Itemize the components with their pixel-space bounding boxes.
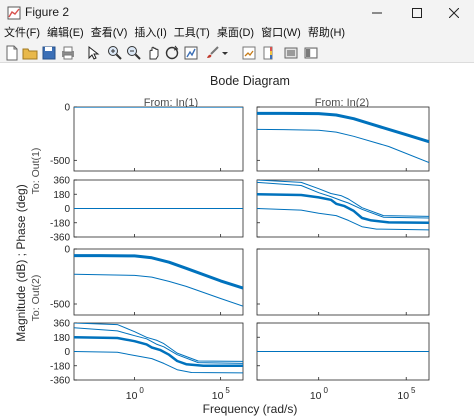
window-title: Figure 2 — [25, 5, 70, 19]
panel-7-xtick-exponent-1: 5 — [225, 386, 230, 395]
zoom-out-icon[interactable] — [126, 45, 142, 61]
menu-desktop[interactable]: 桌面(D) — [216, 27, 255, 39]
panel-7-ytick-label-3: -180 — [50, 361, 70, 372]
panel-8-xtick-exponent-1: 5 — [411, 386, 416, 395]
panel-7-ytick-label-2: 0 — [64, 347, 70, 358]
save-icon[interactable] — [41, 45, 57, 61]
brush-dropdown-icon[interactable] — [221, 45, 229, 61]
panel-8-xtick-label-0: 10 — [310, 390, 322, 402]
panel-7-xtick-label-0: 10 — [126, 390, 138, 402]
menu-tools[interactable]: 工具(T) — [173, 27, 210, 39]
panel-3-ytick-label-4: -360 — [50, 233, 70, 244]
open-icon[interactable] — [22, 45, 38, 61]
panel-3-ytick-label-3: -180 — [50, 218, 70, 229]
panel-7-axes — [73, 322, 244, 381]
panel-7-series-1 — [74, 323, 243, 362]
show-plot-tools-icon[interactable] — [303, 45, 319, 61]
panel-5-series-1 — [74, 254, 243, 290]
zoom-in-icon[interactable] — [107, 45, 123, 61]
column-label-in1: From: In(1) — [144, 97, 198, 109]
rotate-3d-icon[interactable] — [164, 45, 180, 61]
panel-7-xtick-exponent-0: 0 — [139, 386, 144, 395]
figure-canvas: Bode Diagram From: In(1) From: In(2) Fre… — [0, 63, 474, 419]
menu-help[interactable]: 帮助(H) — [307, 27, 346, 39]
panel-1-ytick-label-1: -500 — [50, 156, 70, 167]
panel-7-ytick-label-1: 180 — [53, 333, 70, 344]
close-icon — [449, 8, 459, 18]
chart-title: Bode Diagram — [210, 74, 290, 88]
print-icon[interactable] — [60, 45, 76, 61]
menu-view[interactable]: 查看(V) — [90, 27, 128, 39]
panel-8-xtick-label-1: 10 — [397, 390, 409, 402]
panel-4-series-3 — [257, 193, 429, 225]
minimize-button[interactable] — [354, 0, 400, 26]
hide-plot-tools-icon[interactable] — [283, 45, 299, 61]
panel-1-axes — [73, 106, 244, 172]
y-axis-label: Magnitude (dB) ; Phase (deg) — [14, 184, 28, 341]
x-axis-label: Frequency (rad/s) — [203, 402, 298, 416]
panel-4-series-1 — [257, 180, 429, 217]
menu-file[interactable]: 文件(F) — [4, 27, 41, 39]
panel-5-ytick-label-0: 0 — [64, 245, 70, 256]
menu-window[interactable]: 窗口(W) — [261, 27, 301, 39]
panel-4-series-4 — [257, 208, 429, 231]
link-plot-icon[interactable] — [241, 45, 257, 61]
menu-insert[interactable]: 插入(I) — [134, 27, 167, 39]
maximize-button[interactable] — [394, 0, 440, 26]
figure-toolbar — [0, 43, 474, 63]
matlab-figure-icon — [7, 6, 21, 20]
panel-8-xtick-exponent-0: 0 — [323, 386, 328, 395]
panel-2-series-1 — [257, 111, 429, 144]
close-button[interactable] — [434, 0, 474, 26]
pan-hand-icon[interactable] — [145, 45, 161, 61]
panel-7-ytick-label-0: 360 — [53, 319, 70, 330]
row-label-out2: To: Out(2) — [30, 275, 42, 322]
panel-5-series-2 — [74, 273, 243, 307]
row-label-out1: To: Out(1) — [30, 148, 42, 195]
panel-7-xtick-label-1: 10 — [212, 390, 224, 402]
panel-3-ytick-label-1: 180 — [53, 190, 70, 201]
panel-4-series-2 — [257, 181, 429, 219]
panel-4-axes — [256, 179, 430, 238]
panel-5-ytick-label-1: -500 — [50, 300, 70, 311]
panel-7-series-3 — [74, 336, 243, 368]
bode-diagram: Bode Diagram From: In(1) From: In(2) Fre… — [14, 74, 430, 416]
panel-6-axes — [256, 248, 430, 316]
title-bar: Figure 2 — [0, 0, 474, 26]
minimize-icon — [372, 12, 382, 14]
insert-colorbar-icon[interactable] — [260, 45, 276, 61]
menu-bar: 文件(F) 编辑(E) 查看(V) 插入(I) 工具(T) 桌面(D) 窗口(W… — [0, 26, 474, 43]
panel-7-series-2 — [74, 327, 243, 364]
panel-3-ytick-label-2: 0 — [64, 204, 70, 215]
brush-icon[interactable] — [204, 45, 220, 61]
maximize-icon — [412, 8, 422, 18]
panel-1-ytick-label-0: 0 — [64, 103, 70, 114]
panel-7-ytick-label-4: -360 — [50, 376, 70, 387]
column-label-in2: From: In(2) — [315, 97, 369, 109]
menu-edit[interactable]: 编辑(E) — [47, 27, 84, 39]
panel-7-series-4 — [74, 351, 243, 374]
data-cursor-icon[interactable] — [183, 45, 199, 61]
panel-3-ytick-label-0: 360 — [53, 176, 70, 187]
edit-plot-arrow-icon[interactable] — [85, 45, 101, 61]
new-figure-icon[interactable] — [4, 45, 20, 61]
panel-2-series-2 — [257, 128, 429, 163]
